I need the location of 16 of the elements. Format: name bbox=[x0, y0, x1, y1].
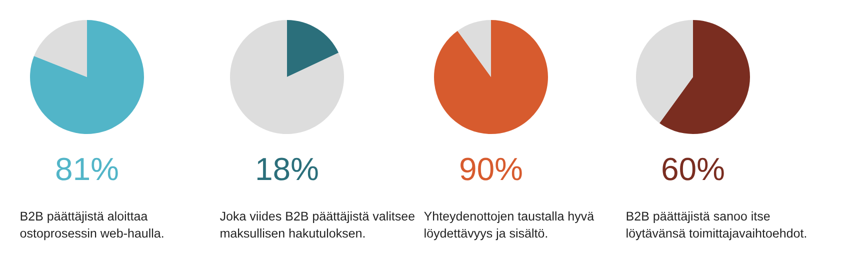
text: Joka viides B2B päättäjistä valitsee maksullisen hakutuloksen. bbox=[220, 211, 414, 238]
text: Yhteydenottojen taustalla hyvä löydettävyys ja sisältö. bbox=[424, 211, 594, 240]
text: B2B päättäjistä aloittaa ostoprosessin web-haulla. bbox=[20, 211, 164, 240]
text: B2B päättäjistä sanoo itse löytävänsä toimittajavaihtoehdot. bbox=[626, 211, 806, 240]
pie-slice bbox=[34, 20, 87, 77]
text: 81% bbox=[56, 158, 118, 180]
pie-slice bbox=[636, 20, 693, 124]
pie-slice bbox=[287, 20, 339, 77]
pie-slice bbox=[434, 20, 548, 134]
pie-slice bbox=[30, 20, 144, 134]
text: 18% bbox=[257, 158, 318, 180]
pie-slice bbox=[659, 20, 750, 134]
pie-slice bbox=[230, 20, 344, 134]
pie-slice bbox=[457, 20, 491, 77]
text: 60% bbox=[662, 158, 724, 180]
text: 90% bbox=[460, 158, 522, 180]
